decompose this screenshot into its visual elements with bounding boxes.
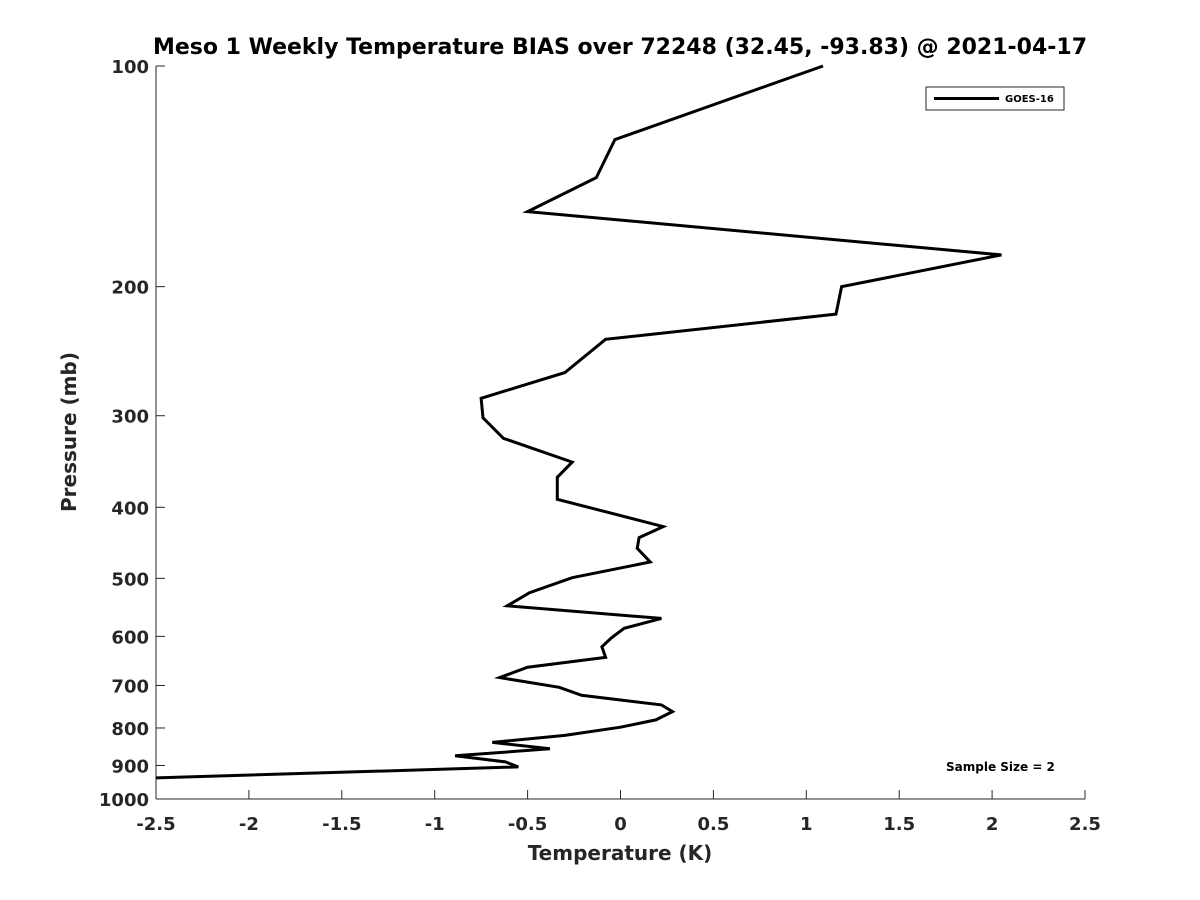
- x-tick-label: -1.5: [322, 814, 361, 835]
- series-line-goes-16: [155, 64, 1002, 780]
- x-tick-label: -2.5: [136, 814, 175, 835]
- x-axis: -2.5 -2 -1.5 -1 -0.5 0 0.5 1 1.5 2 2.5: [136, 790, 1101, 835]
- y-tick-label: 200: [111, 278, 149, 299]
- x-axis-label: Temperature (K): [528, 841, 713, 865]
- x-tick-label: 0.5: [697, 814, 729, 835]
- legend-label: GOES-16: [1005, 94, 1054, 105]
- x-tick-label: 1: [800, 814, 813, 835]
- legend: GOES-16: [925, 86, 1065, 111]
- y-tick-label: 800: [111, 719, 149, 740]
- y-tick-label: 1000: [99, 790, 149, 811]
- y-tick-label: 900: [111, 756, 149, 777]
- y-tick-label: 700: [111, 676, 149, 697]
- x-tick-label: -1: [425, 814, 445, 835]
- y-axis: 100 200 300 400 500 600 700 800 900 1000: [99, 57, 165, 811]
- series-group: [155, 64, 1002, 780]
- chart-title: Meso 1 Weekly Temperature BIAS over 7224…: [153, 35, 1087, 60]
- y-tick-label: 100: [111, 57, 149, 78]
- y-tick-label: 300: [111, 407, 149, 428]
- y-tick-label: 600: [111, 627, 149, 648]
- plot-area: [156, 66, 1085, 799]
- x-tick-label: 1.5: [883, 814, 915, 835]
- x-tick-label: 2: [986, 814, 999, 835]
- x-tick-label: 0: [614, 814, 627, 835]
- y-axis-label: Pressure (mb): [57, 352, 81, 512]
- y-tick-label: 500: [111, 569, 149, 590]
- x-tick-label: 2.5: [1069, 814, 1101, 835]
- y-tick-label: 400: [111, 498, 149, 519]
- x-tick-label: -0.5: [508, 814, 547, 835]
- x-tick-label: -2: [239, 814, 259, 835]
- sample-size-annotation: Sample Size = 2: [946, 760, 1055, 774]
